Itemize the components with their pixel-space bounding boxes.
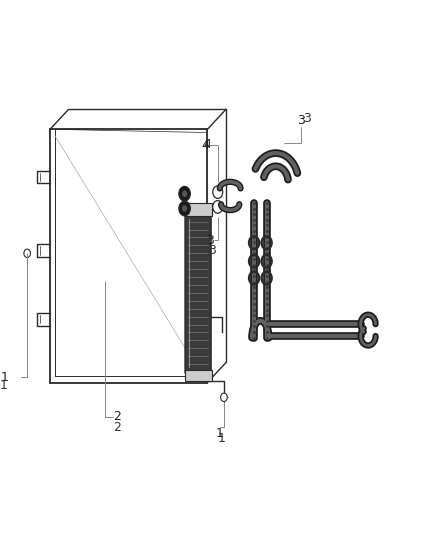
Circle shape bbox=[221, 393, 227, 401]
Circle shape bbox=[213, 186, 223, 198]
Circle shape bbox=[182, 205, 187, 212]
FancyBboxPatch shape bbox=[185, 212, 211, 374]
Text: 3: 3 bbox=[303, 112, 311, 125]
FancyBboxPatch shape bbox=[184, 370, 212, 382]
Text: 2: 2 bbox=[113, 421, 121, 433]
FancyBboxPatch shape bbox=[184, 203, 212, 216]
Circle shape bbox=[179, 201, 191, 216]
Text: 3: 3 bbox=[206, 233, 214, 247]
Text: 1: 1 bbox=[216, 427, 224, 440]
Text: 4: 4 bbox=[201, 139, 209, 152]
Text: 4: 4 bbox=[203, 138, 211, 151]
Text: 1: 1 bbox=[1, 371, 9, 384]
Text: 3: 3 bbox=[297, 114, 304, 127]
Text: 1: 1 bbox=[218, 432, 226, 445]
Circle shape bbox=[24, 249, 31, 257]
Text: 3: 3 bbox=[208, 244, 215, 257]
Circle shape bbox=[182, 190, 187, 197]
Text: 1: 1 bbox=[0, 379, 7, 392]
Circle shape bbox=[179, 187, 191, 201]
Circle shape bbox=[213, 200, 223, 213]
Text: 2: 2 bbox=[113, 410, 121, 423]
